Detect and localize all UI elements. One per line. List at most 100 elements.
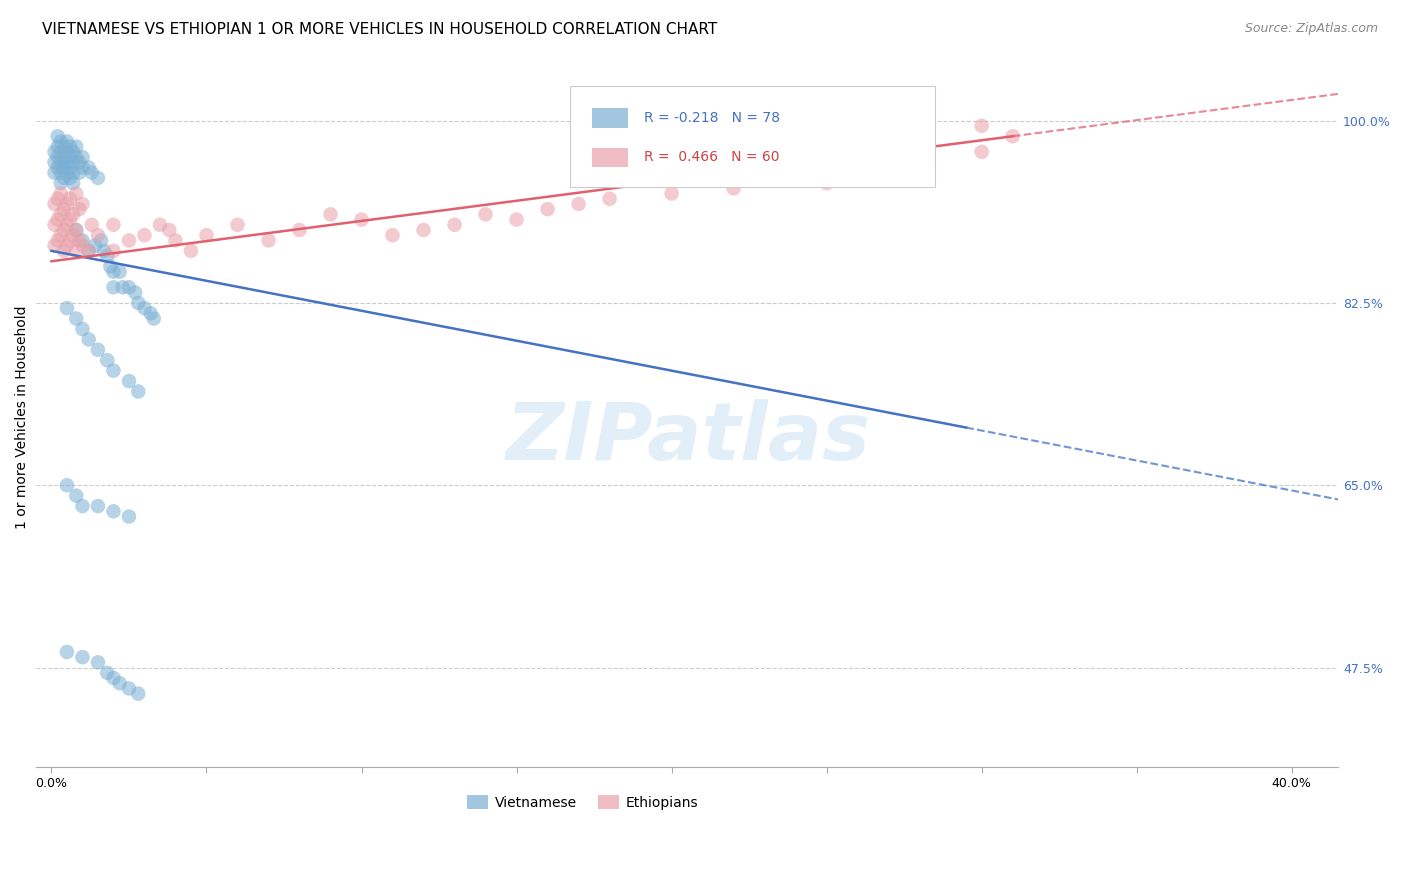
Point [103, 671, 125, 685]
Point [124, 285, 146, 300]
Point [52, 161, 75, 175]
Point [108, 265, 131, 279]
Point [65, 311, 87, 326]
Point [970, 119, 993, 133]
Point [118, 234, 141, 248]
Point [87, 656, 110, 670]
Point [474, 207, 496, 221]
Point [118, 280, 141, 294]
Point [443, 218, 465, 232]
Point [52, 139, 75, 153]
Point [77, 244, 100, 258]
Point [49, 166, 72, 180]
Point [59, 139, 82, 153]
Point [96, 665, 118, 680]
Point [103, 504, 125, 518]
Point [288, 223, 311, 237]
Point [118, 509, 141, 524]
Point [96, 353, 118, 368]
Point [970, 145, 993, 159]
Point [52, 244, 75, 258]
Point [65, 489, 87, 503]
Point [56, 645, 79, 659]
Point [72, 650, 94, 665]
Point [62, 166, 84, 180]
Point [59, 192, 82, 206]
Point [46, 161, 69, 175]
Point [157, 223, 180, 237]
Point [62, 176, 84, 190]
FancyBboxPatch shape [592, 108, 628, 128]
Point [93, 244, 115, 258]
Point [67, 155, 90, 169]
Point [877, 166, 900, 180]
Point [62, 207, 84, 221]
Point [65, 244, 87, 258]
Point [103, 244, 125, 258]
Point [127, 687, 149, 701]
Point [568, 197, 591, 211]
FancyBboxPatch shape [569, 86, 935, 187]
Point [103, 280, 125, 294]
Point [59, 161, 82, 175]
Point [44, 166, 66, 180]
Point [165, 234, 187, 248]
Point [536, 202, 558, 216]
Point [49, 155, 72, 169]
Point [134, 301, 156, 315]
Point [52, 223, 75, 237]
Point [134, 228, 156, 243]
Point [59, 150, 82, 164]
Point [46, 129, 69, 144]
Point [56, 155, 79, 169]
Point [52, 170, 75, 185]
Point [65, 150, 87, 164]
Point [381, 228, 404, 243]
Point [46, 212, 69, 227]
Text: R = -0.218   N = 78: R = -0.218 N = 78 [644, 111, 780, 125]
Text: R =  0.466   N = 60: R = 0.466 N = 60 [644, 151, 780, 164]
Point [49, 176, 72, 190]
Point [90, 234, 112, 248]
Point [226, 218, 249, 232]
Point [87, 499, 110, 513]
Point [72, 234, 94, 248]
Point [83, 238, 105, 252]
Point [49, 228, 72, 243]
Point [65, 139, 87, 153]
Point [56, 218, 79, 232]
Point [87, 170, 110, 185]
Point [77, 161, 100, 175]
Point [103, 364, 125, 378]
Point [56, 166, 79, 180]
Point [67, 202, 90, 216]
Point [65, 223, 87, 237]
Point [56, 145, 79, 159]
Point [118, 374, 141, 388]
Point [62, 155, 84, 169]
Point [98, 260, 121, 274]
Point [65, 186, 87, 201]
Point [59, 234, 82, 248]
Point [103, 265, 125, 279]
Point [44, 155, 66, 169]
Point [72, 322, 94, 336]
Point [72, 499, 94, 513]
Text: VIETNAMESE VS ETHIOPIAN 1 OR MORE VEHICLES IN HOUSEHOLD CORRELATION CHART: VIETNAMESE VS ETHIOPIAN 1 OR MORE VEHICL… [42, 22, 717, 37]
Point [49, 186, 72, 201]
Point [87, 343, 110, 357]
Point [149, 218, 172, 232]
Point [1001, 129, 1024, 144]
Point [350, 212, 373, 227]
Point [52, 150, 75, 164]
Point [56, 197, 79, 211]
Point [72, 197, 94, 211]
Point [59, 170, 82, 185]
Point [49, 145, 72, 159]
Point [65, 223, 87, 237]
Point [44, 218, 66, 232]
Point [412, 223, 434, 237]
Point [46, 150, 69, 164]
Point [56, 301, 79, 315]
Point [87, 228, 110, 243]
